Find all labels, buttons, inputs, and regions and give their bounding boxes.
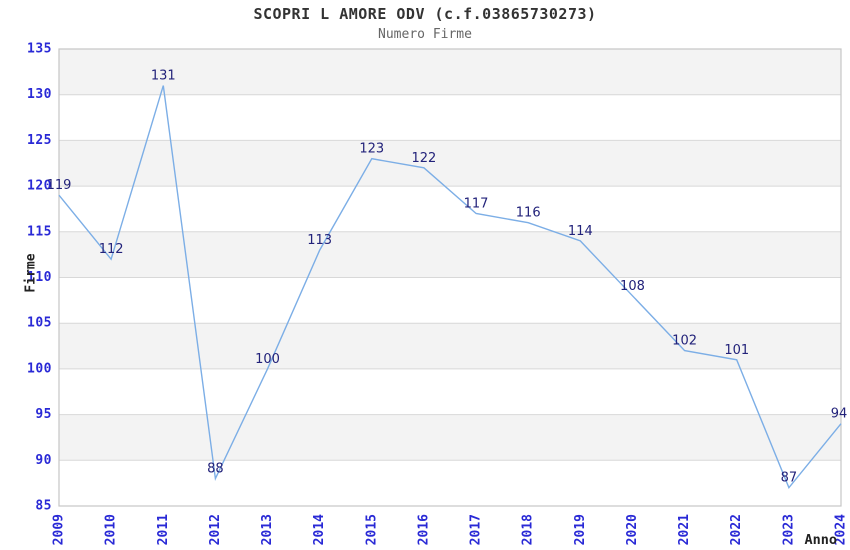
y-tick-label: 95 — [35, 407, 52, 422]
x-tick-label: 2018 — [521, 514, 536, 545]
x-tick-label: 2013 — [260, 514, 275, 545]
x-axis-title: Anno — [804, 532, 837, 548]
x-tick-label: 2016 — [416, 514, 431, 545]
y-tick-label: 125 — [27, 133, 52, 148]
y-tick-label: 110 — [27, 270, 52, 285]
data-label: 102 — [672, 334, 697, 349]
y-tick-label: 90 — [35, 453, 52, 468]
x-tick-label: 2012 — [208, 514, 223, 545]
x-tick-label: 2014 — [312, 514, 327, 545]
data-label: 117 — [464, 197, 489, 212]
x-tick-label: 2017 — [469, 514, 484, 545]
data-label: 113 — [307, 233, 332, 248]
data-label: 94 — [831, 407, 848, 422]
x-tick-label: 2015 — [364, 514, 379, 545]
data-label: 122 — [412, 151, 437, 166]
y-tick-label: 85 — [35, 499, 52, 514]
data-label: 123 — [359, 142, 384, 157]
chart-subtitle: Numero Firme — [378, 27, 472, 42]
chart-title: SCOPRI L AMORE ODV (c.f.03865730273) — [253, 5, 597, 23]
y-tick-label: 120 — [27, 179, 52, 194]
x-tick-label: 2023 — [781, 514, 796, 545]
data-label: 108 — [620, 279, 645, 294]
x-tick-label: 2021 — [677, 514, 692, 545]
y-tick-label: 100 — [27, 361, 52, 376]
plot-band — [59, 49, 841, 95]
series-line — [58, 85, 842, 490]
data-label: 112 — [99, 242, 124, 257]
plot-band — [59, 414, 841, 461]
data-label: 119 — [47, 178, 72, 193]
y-tick-label: 105 — [27, 316, 52, 331]
data-label: 131 — [151, 69, 176, 84]
x-tick-label: 2009 — [52, 514, 67, 545]
plot-band — [59, 231, 841, 278]
data-label: 114 — [568, 224, 593, 239]
y-axis-title: Firme — [23, 253, 39, 293]
x-tick-label: 2022 — [729, 514, 744, 545]
x-tick-label: 2011 — [156, 514, 171, 545]
y-tick-label: 130 — [27, 87, 52, 102]
plot-band — [59, 323, 841, 369]
x-tick-label: 2019 — [573, 514, 588, 545]
x-tick-label: 2010 — [104, 514, 119, 545]
x-tick-label: 2024 — [834, 514, 849, 545]
x-tick-label: 2020 — [625, 514, 640, 545]
data-label: 116 — [516, 206, 541, 221]
y-tick-label: 135 — [27, 42, 52, 57]
plot-border — [58, 48, 842, 507]
data-label: 101 — [724, 343, 749, 358]
data-label: 100 — [255, 352, 280, 367]
data-label: 87 — [781, 471, 798, 486]
data-label: 88 — [207, 462, 224, 477]
plot-band — [59, 140, 841, 187]
y-tick-label: 115 — [27, 224, 52, 239]
